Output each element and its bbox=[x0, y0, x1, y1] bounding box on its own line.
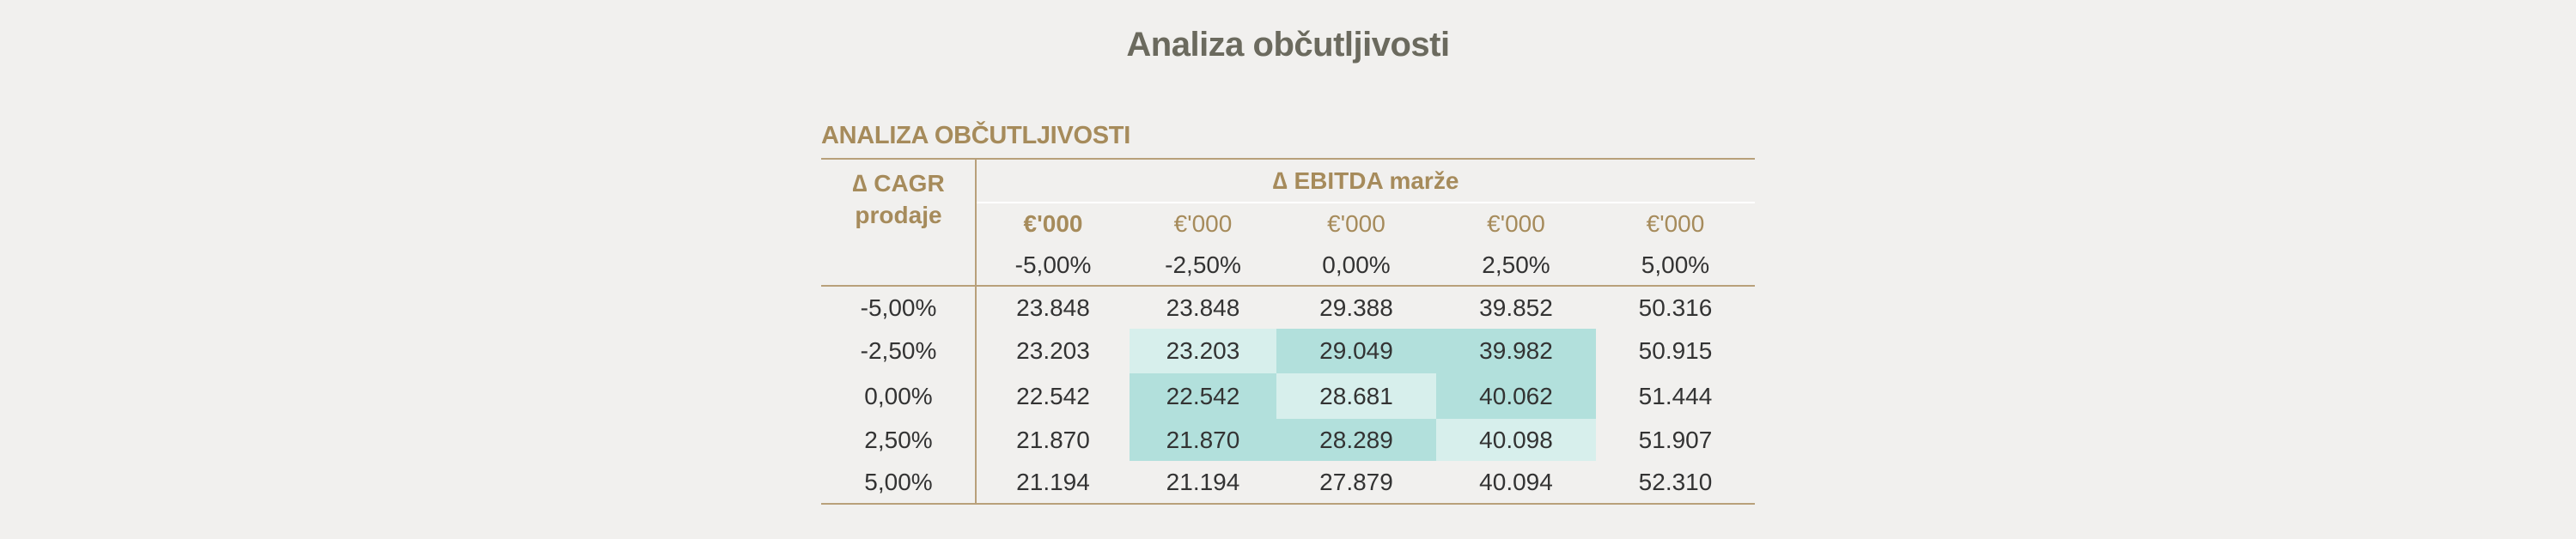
currency-label: €'000 bbox=[1487, 210, 1545, 237]
table-bottom-rule bbox=[821, 503, 1755, 505]
currency-label: €'000 bbox=[1173, 210, 1233, 237]
table-cell: 22.542 bbox=[1166, 382, 1240, 409]
table-cell: 23.203 bbox=[1016, 337, 1090, 364]
table-cell: 51.907 bbox=[1638, 426, 1713, 453]
table-cell: 29.049 bbox=[1319, 337, 1393, 364]
table-top-rule bbox=[821, 158, 1755, 160]
table-cell: 40.062 bbox=[1479, 382, 1553, 409]
currency-label: €'000 bbox=[1327, 210, 1385, 237]
highlight-cell bbox=[1130, 373, 1276, 419]
table-cell: 39.852 bbox=[1479, 294, 1553, 321]
table-cell: 21.194 bbox=[1166, 468, 1240, 495]
table-cell: 28.681 bbox=[1319, 382, 1393, 409]
table-cell: 40.098 bbox=[1479, 426, 1553, 453]
col-header: 2,50% bbox=[1482, 251, 1550, 278]
row-header-line1: ∆ CAGR bbox=[852, 170, 945, 197]
table-cell: 23.203 bbox=[1166, 337, 1240, 364]
highlight-cell bbox=[1276, 329, 1436, 373]
row-label: -2,50% bbox=[860, 337, 937, 364]
table-cell: 23.848 bbox=[1016, 294, 1090, 321]
highlight-cell bbox=[1276, 373, 1436, 419]
table-cell: 27.879 bbox=[1319, 468, 1393, 495]
table-cell: 39.982 bbox=[1479, 337, 1553, 364]
table-cell: 28.289 bbox=[1319, 426, 1393, 453]
group-header-separator bbox=[977, 202, 1755, 203]
col-header: -2,50% bbox=[1165, 251, 1241, 278]
highlight-cell bbox=[1436, 419, 1596, 461]
table-cell: 40.094 bbox=[1479, 468, 1553, 495]
table-cell: 29.388 bbox=[1319, 294, 1393, 321]
section-label: ANALIZA OBČUTLJIVOSTI bbox=[821, 122, 1130, 149]
row-header-cagr: ∆ CAGR prodaje bbox=[821, 167, 976, 231]
table-cell: 21.194 bbox=[1016, 468, 1090, 495]
col-header: 5,00% bbox=[1641, 251, 1710, 278]
row-label: 2,50% bbox=[864, 426, 933, 453]
row-label: 0,00% bbox=[864, 382, 933, 409]
currency-label: €'000 bbox=[1023, 210, 1083, 237]
col-group-header: ∆ EBITDA marže bbox=[1272, 167, 1459, 194]
highlight-cell bbox=[1130, 329, 1276, 373]
table-cell: 51.444 bbox=[1638, 382, 1713, 409]
currency-label: €'000 bbox=[1646, 210, 1705, 237]
highlight-cell bbox=[1436, 329, 1596, 373]
header-bottom-rule bbox=[821, 285, 1755, 287]
row-header-line2: prodaje bbox=[855, 202, 942, 228]
page-title: Analiza občutljivosti bbox=[1126, 26, 1450, 64]
col-header: -5,00% bbox=[1014, 251, 1092, 278]
row-label: 5,00% bbox=[864, 468, 933, 495]
col-header: 0,00% bbox=[1322, 251, 1391, 278]
table-cell: 21.870 bbox=[1166, 426, 1240, 453]
highlight-cell bbox=[1130, 419, 1276, 461]
highlight-cell bbox=[1276, 419, 1436, 461]
highlight-cell bbox=[1436, 373, 1596, 419]
table-cell: 50.915 bbox=[1638, 337, 1713, 364]
table-cell: 21.870 bbox=[1016, 426, 1090, 453]
table-cell: 50.316 bbox=[1638, 294, 1713, 321]
row-header-divider bbox=[975, 159, 977, 504]
table-cell: 22.542 bbox=[1016, 382, 1090, 409]
row-label: -5,00% bbox=[860, 294, 937, 321]
table-cell: 52.310 bbox=[1638, 468, 1713, 495]
table-cell: 23.848 bbox=[1166, 294, 1240, 321]
